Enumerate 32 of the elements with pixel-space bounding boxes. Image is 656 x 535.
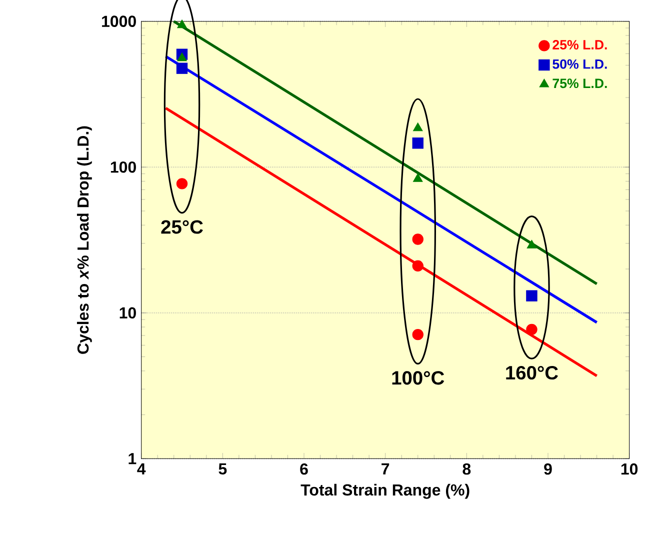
x-tick-label: 4	[137, 464, 146, 475]
point	[412, 260, 424, 272]
x-axis-title: Total Strain Range (%)	[300, 484, 470, 500]
point	[526, 290, 538, 302]
point	[526, 240, 537, 249]
y-axis-title: Cycles to x% Load Drop (L.D.)	[76, 126, 92, 354]
legend-label: 75% L.D.	[552, 78, 607, 88]
annotation: 25°C	[161, 220, 203, 234]
x-tick-label: 10	[621, 464, 638, 475]
point	[526, 324, 538, 336]
legend-label: 50% L.D.	[552, 60, 607, 69]
point	[177, 20, 187, 28]
annotation: 100°C	[392, 371, 444, 385]
annotation: 160°C	[506, 366, 558, 380]
x-tick-label: 9	[544, 464, 552, 475]
point	[412, 173, 423, 182]
point	[412, 122, 423, 132]
x-tick-label: 5	[218, 464, 227, 475]
point	[177, 52, 187, 62]
point	[412, 329, 424, 340]
legend-label: 25% L.D.	[552, 40, 607, 50]
x-tick-label: 6	[300, 464, 308, 475]
point	[412, 234, 424, 246]
x-tick-label: 8	[462, 464, 471, 475]
y-tick-label: 1	[128, 453, 136, 464]
point	[176, 178, 188, 190]
y-tick-label: 100	[110, 162, 136, 173]
point	[176, 62, 188, 74]
y-tick-label: 10	[120, 307, 136, 319]
x-tick-label: 7	[382, 464, 390, 475]
point	[412, 138, 424, 149]
y-tick-label: 1000	[102, 16, 136, 28]
